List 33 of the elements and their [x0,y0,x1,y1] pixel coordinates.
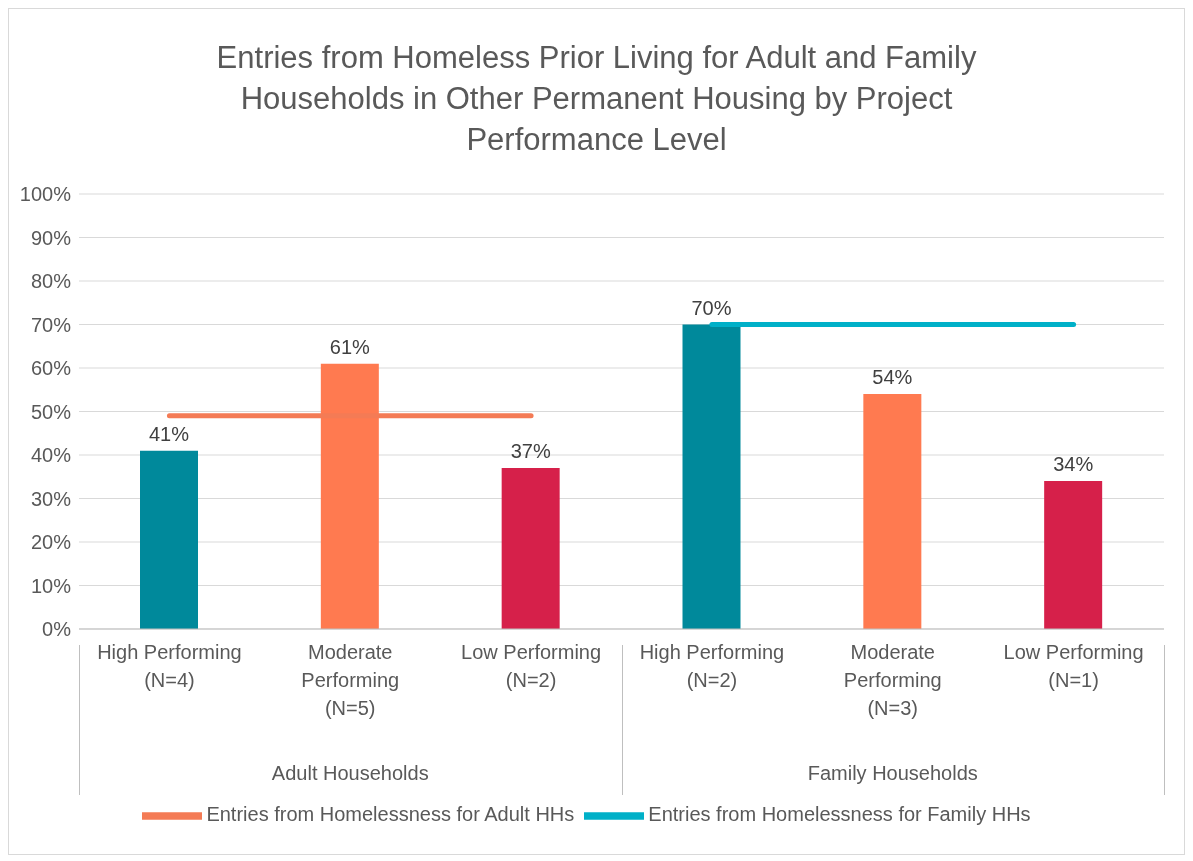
bar [863,394,922,629]
x-tick-label: Moderate Performing (N=3) [843,641,942,719]
y-tick-label: 0% [42,618,72,641]
data-label: 61% [329,335,371,358]
y-tick-label: 50% [30,400,72,423]
x-tick-label: Low Performing (N=1) [1003,641,1144,691]
data-label: 70% [691,296,732,319]
data-label: 41% [148,422,190,445]
y-tick-label: 90% [30,226,72,249]
data-label: 37% [510,440,551,463]
data-label: 54% [872,366,913,389]
y-tick-label: 30% [30,487,72,510]
x-tick-label: High Performing (N=2) [639,641,785,691]
y-tick-label: 60% [30,357,72,380]
legend-label: Entries from Homelessness for Family HHs [648,803,1031,826]
bar [140,450,198,629]
bar [682,324,741,629]
text: Adult Households [270,762,430,785]
y-tick-label: 10% [30,574,72,597]
legend-label: Entries from Homelessness for Adult HHs [206,803,575,826]
y-tick-label: 100% [19,183,72,206]
y-tick-label: 40% [30,444,72,467]
data-label: 34% [1053,453,1094,476]
y-tick-label: 80% [30,270,72,293]
bar [1044,481,1103,629]
x-tick-label: Low Performing (N=2) [461,641,602,691]
x-tick-label: Moderate Performing (N=5) [301,641,400,719]
y-tick-label: 20% [30,531,72,554]
bar [501,468,560,629]
y-tick-label: 70% [30,313,72,336]
x-tick-label: High Performing (N=4) [97,641,242,691]
chart-title: Entries from Homeless Prior Living for Adult and Family Households in Other Permanent Housing by Project Performance Level [215,39,978,159]
text: Family Households [806,762,979,785]
